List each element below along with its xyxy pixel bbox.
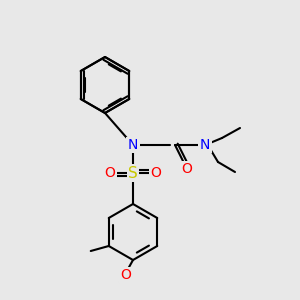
Text: O: O [121, 268, 131, 282]
Text: N: N [200, 138, 210, 152]
Text: O: O [182, 162, 192, 176]
Text: O: O [105, 166, 116, 180]
Text: N: N [128, 138, 138, 152]
Text: S: S [128, 166, 138, 181]
Text: O: O [151, 166, 161, 180]
